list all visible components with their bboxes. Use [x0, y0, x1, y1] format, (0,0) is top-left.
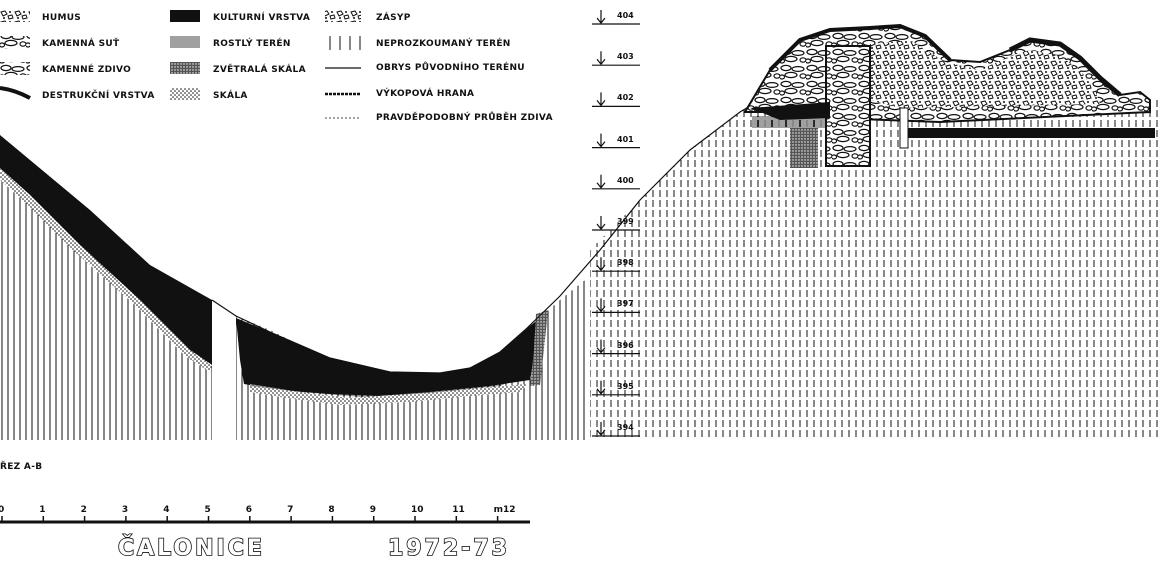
elevation-arrow-icon: [596, 10, 606, 24]
elevation-label: 398: [617, 258, 634, 268]
scale-tick-label: m12: [493, 505, 516, 515]
scale-tick-label: 3: [121, 505, 129, 515]
elevation-arrow-icon: [596, 298, 606, 313]
scale-tick-label: 10: [411, 505, 424, 515]
elevation-label: 399: [617, 217, 634, 226]
elevation-label: 404: [617, 11, 634, 20]
elevation-label: 402: [617, 93, 634, 103]
elevation-label: 394: [617, 423, 634, 432]
legend-weathered-rock: ZVĚTRALÁ SKÁLA: [213, 65, 306, 75]
elevation-arrow-icon: [596, 51, 606, 66]
elevation-label: 403: [617, 52, 634, 62]
scale-tick-label: 5: [204, 505, 211, 515]
scale-tick-label: 6: [245, 505, 253, 515]
elevation-label: 400: [617, 175, 634, 185]
legend-rock: SKÁLA: [213, 91, 248, 101]
legend-unexplored-terrain: NEPROZKOUMANÝ TERÉN: [376, 39, 511, 49]
legend-cultural-layer: KULTURNÍ VRSTVA: [213, 13, 311, 23]
scale-tick-label: 9: [369, 505, 376, 515]
legend-bedrock-terrain: ROSTLÝ TERÉN: [213, 39, 291, 49]
elevation-arrow-icon: [596, 92, 606, 107]
scale-tick-label: 2: [80, 505, 87, 515]
elevation-label: 396: [617, 340, 634, 350]
elevation-label: 395: [617, 381, 634, 391]
scale-tick-label: 8: [328, 505, 335, 515]
legend-destruction-layer: DESTRUKČNÍ VRSTVA: [42, 91, 155, 101]
legend-probable-wall: PRAVDĚPODOBNÝ PRŮBĚH ZDIVA: [376, 113, 553, 123]
site-title: ČALONICE: [117, 535, 265, 562]
elevation-arrow-icon: [596, 380, 606, 395]
elevation-arrow-icon: [596, 133, 606, 148]
legend-original-terrain: OBRYS PŮVODNÍHO TERÉNU: [376, 63, 525, 73]
scale-tick-label: 1: [39, 505, 46, 515]
legend-humus: HUMUS: [42, 13, 82, 23]
scale-tick-label: 4: [163, 505, 170, 515]
elevation-arrow-icon: [596, 257, 606, 272]
elevation-arrow-icon: [596, 339, 606, 354]
scale-tick-label: 0: [0, 505, 5, 515]
legend-backfill: ZÁSYP: [376, 13, 411, 23]
elevation-arrow-icon: [596, 422, 606, 436]
legend-stone-masonry: KAMENNÉ ZDIVO: [42, 65, 132, 75]
elevation-arrow-icon: [596, 174, 606, 189]
legend-stone-rubble: KAMENNÁ SUŤ: [42, 39, 120, 49]
years-title: 1972-73: [387, 535, 510, 562]
section-label: ŘEZ A-B: [0, 462, 43, 472]
elevation-arrow-icon: [596, 216, 606, 230]
scale-tick-label: 11: [452, 505, 465, 515]
scale-tick-label: 7: [287, 505, 294, 515]
elevation-label: 397: [617, 299, 634, 309]
legend-excavation-edge: VÝKOPOVÁ HRANA: [376, 89, 475, 99]
elevation-label: 401: [617, 134, 634, 144]
